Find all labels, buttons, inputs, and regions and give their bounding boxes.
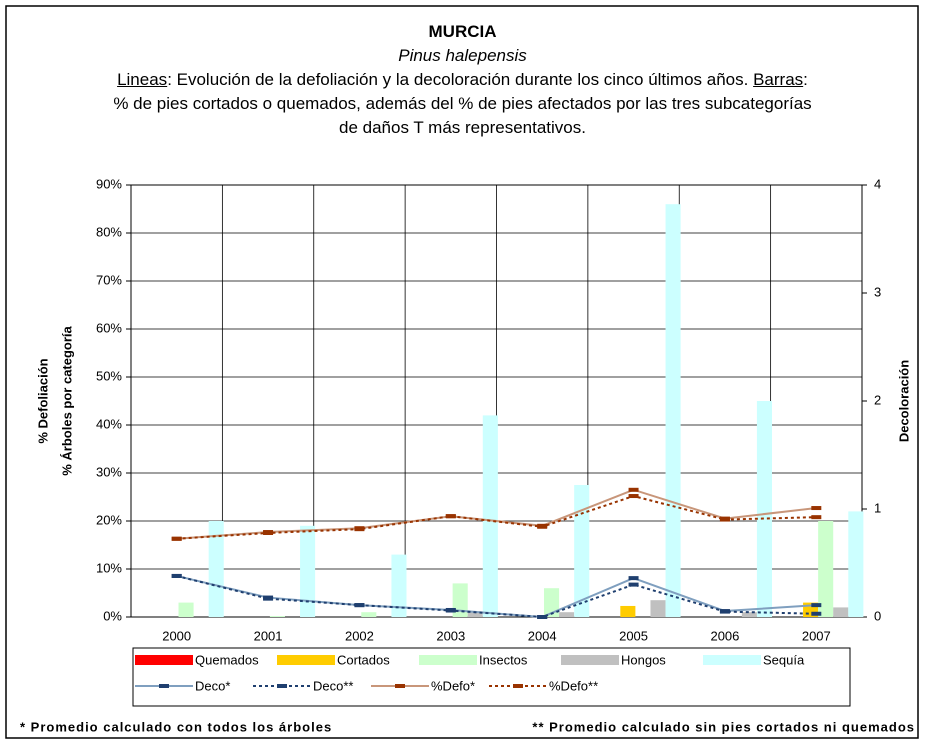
bar [544, 588, 560, 617]
y2-tick-label: 1 [874, 500, 881, 515]
marker [628, 582, 639, 587]
chart-subtitle: Pinus halepensis [398, 46, 527, 65]
legend-label: %Defo* [431, 678, 475, 693]
legend-swatch [135, 655, 193, 665]
bar [361, 612, 377, 617]
marker [445, 608, 456, 613]
bar [391, 554, 407, 617]
legend-swatch [419, 655, 477, 665]
bar [300, 525, 316, 617]
y2-tick-label: 3 [874, 284, 881, 299]
legend-label: Sequía [763, 652, 805, 667]
line [176, 488, 817, 540]
bar [452, 583, 468, 617]
description: Lineas: Evolución de la defoliación y la… [110, 68, 815, 140]
x-tick-label: 2007 [802, 628, 831, 643]
legend-label: Cortados [337, 652, 390, 667]
legend-label: Deco* [195, 678, 230, 693]
legend-label: Insectos [479, 652, 528, 667]
bar [650, 600, 666, 617]
marker [811, 515, 822, 520]
y-tick-label: 40% [96, 416, 122, 431]
bar [620, 605, 636, 617]
x-tick-label: 2005 [619, 628, 648, 643]
y-tick-label: 10% [96, 560, 122, 575]
marker [719, 609, 730, 614]
desc-key: Lineas [117, 70, 168, 89]
bar [559, 612, 575, 617]
marker [171, 573, 182, 578]
marker [628, 494, 639, 499]
legend-label: Hongos [621, 652, 666, 667]
footnote: ** Promedio calculado sin pies cortados … [532, 719, 915, 734]
desc-text: : Evolución de la defoliación y la decol… [167, 70, 754, 89]
bar [482, 415, 498, 617]
bar [665, 204, 681, 617]
marker [445, 514, 456, 519]
chart-title: MURCIA [428, 22, 497, 41]
y2-tick-label: 0 [874, 608, 881, 623]
x-tick-label: 2004 [528, 628, 557, 643]
y2-axis-label: Decoloración [896, 360, 911, 442]
marker [171, 536, 182, 541]
legend-swatch [277, 655, 335, 665]
bar [833, 607, 849, 617]
marker [628, 487, 639, 492]
y-tick-label: 90% [96, 176, 122, 191]
bar [818, 521, 834, 617]
marker [354, 527, 365, 532]
y2-tick-label: 2 [874, 392, 881, 407]
marker [354, 603, 365, 608]
x-tick-label: 2002 [345, 628, 374, 643]
bar [178, 602, 194, 617]
legend-label: Deco** [313, 678, 353, 693]
y-tick-label: 20% [96, 512, 122, 527]
bar [467, 612, 483, 617]
bar [574, 485, 590, 617]
x-tick-label: 2001 [254, 628, 283, 643]
y-axis-label: % Árboles por categoría [59, 325, 74, 475]
marker [811, 603, 822, 608]
desc-text: : % de pies cortados o quemados, además … [113, 70, 812, 137]
y-tick-label: 30% [96, 464, 122, 479]
marker [811, 611, 822, 616]
bar [848, 511, 864, 617]
marker [263, 596, 274, 601]
y-tick-label: 50% [96, 368, 122, 383]
y-tick-label: 70% [96, 272, 122, 287]
marker [537, 615, 548, 619]
bar [269, 616, 285, 617]
y2-tick-label: 4 [874, 176, 881, 191]
header: MURCIA Pinus halepensis Lineas: Evolució… [110, 20, 815, 140]
line [176, 494, 817, 540]
bar [756, 401, 772, 617]
marker [811, 506, 822, 511]
y-tick-label: 0% [103, 608, 122, 623]
marker [719, 517, 730, 522]
marker [628, 576, 639, 581]
legend-marker [395, 684, 405, 688]
marker [263, 531, 274, 535]
desc-key: Barras [753, 70, 804, 89]
legend-label: Quemados [195, 652, 259, 667]
bar [208, 521, 224, 617]
y-axis-label: % Defoliación [35, 358, 50, 443]
legend-swatch [703, 655, 761, 665]
x-tick-label: 2006 [710, 628, 739, 643]
x-tick-label: 2000 [162, 628, 191, 643]
legend-marker [159, 684, 169, 688]
footnote: * Promedio calculado con todos los árbol… [20, 719, 332, 734]
x-tick-label: 2003 [436, 628, 465, 643]
y-tick-label: 60% [96, 320, 122, 335]
legend-marker [513, 684, 523, 688]
bar [741, 612, 757, 617]
line [176, 574, 817, 619]
legend-swatch [561, 655, 619, 665]
y-tick-label: 80% [96, 224, 122, 239]
legend-marker [277, 684, 287, 688]
marker [537, 524, 548, 529]
legend-label: %Defo** [549, 678, 598, 693]
